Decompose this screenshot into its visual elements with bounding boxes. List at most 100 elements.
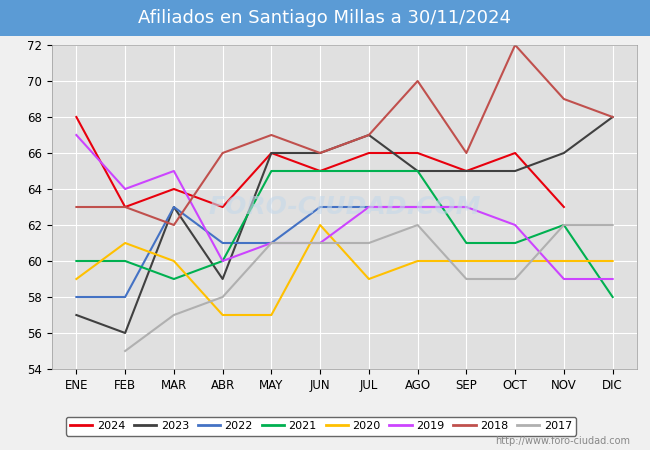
2018 [463, 150, 471, 156]
2020 [121, 240, 129, 246]
2021 [608, 294, 616, 300]
2022 [170, 204, 178, 210]
2021 [268, 168, 276, 174]
2019 [72, 132, 81, 138]
2021 [170, 276, 178, 282]
2022 [72, 294, 81, 300]
2024 [463, 168, 471, 174]
Legend: 2024, 2023, 2022, 2021, 2020, 2019, 2018, 2017: 2024, 2023, 2022, 2021, 2020, 2019, 2018… [66, 417, 577, 436]
2019 [316, 240, 324, 246]
2020 [218, 312, 227, 318]
2018 [218, 150, 227, 156]
2023 [511, 168, 519, 174]
Text: Afiliados en Santiago Millas a 30/11/2024: Afiliados en Santiago Millas a 30/11/202… [138, 9, 512, 27]
2017 [608, 222, 616, 228]
2017 [218, 294, 227, 300]
2021 [72, 258, 81, 264]
2021 [511, 240, 519, 246]
2018 [268, 132, 276, 138]
2020 [365, 276, 373, 282]
2017 [511, 276, 519, 282]
2019 [560, 276, 568, 282]
2021 [413, 168, 421, 174]
2024 [365, 150, 373, 156]
2017 [316, 240, 324, 246]
2024 [268, 150, 276, 156]
2021 [463, 240, 471, 246]
Line: 2022: 2022 [77, 207, 467, 297]
2022 [268, 240, 276, 246]
2019 [268, 240, 276, 246]
2018 [72, 204, 81, 210]
2018 [316, 150, 324, 156]
2023 [608, 114, 616, 120]
2022 [463, 204, 471, 210]
2023 [316, 150, 324, 156]
2019 [608, 276, 616, 282]
2017 [121, 348, 129, 354]
2024 [316, 168, 324, 174]
2017 [365, 240, 373, 246]
2019 [121, 186, 129, 192]
2023 [268, 150, 276, 156]
2021 [218, 258, 227, 264]
2019 [218, 258, 227, 264]
2020 [72, 276, 81, 282]
2020 [560, 258, 568, 264]
Line: 2021: 2021 [77, 171, 612, 297]
2024 [413, 150, 421, 156]
Line: 2019: 2019 [77, 135, 612, 279]
2020 [463, 258, 471, 264]
Text: http://www.foro-ciudad.com: http://www.foro-ciudad.com [495, 436, 630, 446]
2019 [170, 168, 178, 174]
2023 [218, 276, 227, 282]
2017 [268, 240, 276, 246]
2018 [121, 204, 129, 210]
2023 [121, 330, 129, 336]
2018 [365, 132, 373, 138]
2021 [121, 258, 129, 264]
2017 [560, 222, 568, 228]
2022 [121, 294, 129, 300]
2022 [218, 240, 227, 246]
2021 [316, 168, 324, 174]
2018 [170, 222, 178, 228]
2024 [170, 186, 178, 192]
2020 [170, 258, 178, 264]
2018 [608, 114, 616, 120]
2019 [365, 204, 373, 210]
2020 [316, 222, 324, 228]
2024 [560, 204, 568, 210]
2019 [511, 222, 519, 228]
2023 [72, 312, 81, 318]
2017 [463, 276, 471, 282]
2024 [72, 114, 81, 120]
2017 [170, 312, 178, 318]
2024 [511, 150, 519, 156]
2021 [560, 222, 568, 228]
Line: 2024: 2024 [77, 117, 564, 207]
2018 [511, 42, 519, 48]
2023 [463, 168, 471, 174]
2018 [413, 78, 421, 84]
2023 [170, 204, 178, 210]
Text: FORO-CIUDAD.COM: FORO-CIUDAD.COM [208, 195, 481, 219]
2022 [316, 204, 324, 210]
2021 [365, 168, 373, 174]
2024 [218, 204, 227, 210]
2019 [413, 204, 421, 210]
2020 [511, 258, 519, 264]
2018 [560, 96, 568, 102]
2023 [413, 168, 421, 174]
2022 [365, 204, 373, 210]
2019 [463, 204, 471, 210]
2023 [560, 150, 568, 156]
2022 [413, 204, 421, 210]
Line: 2018: 2018 [77, 45, 612, 225]
Line: 2017: 2017 [125, 225, 612, 351]
2023 [365, 132, 373, 138]
Line: 2023: 2023 [77, 117, 612, 333]
Line: 2020: 2020 [77, 225, 612, 315]
2020 [608, 258, 616, 264]
2020 [413, 258, 421, 264]
